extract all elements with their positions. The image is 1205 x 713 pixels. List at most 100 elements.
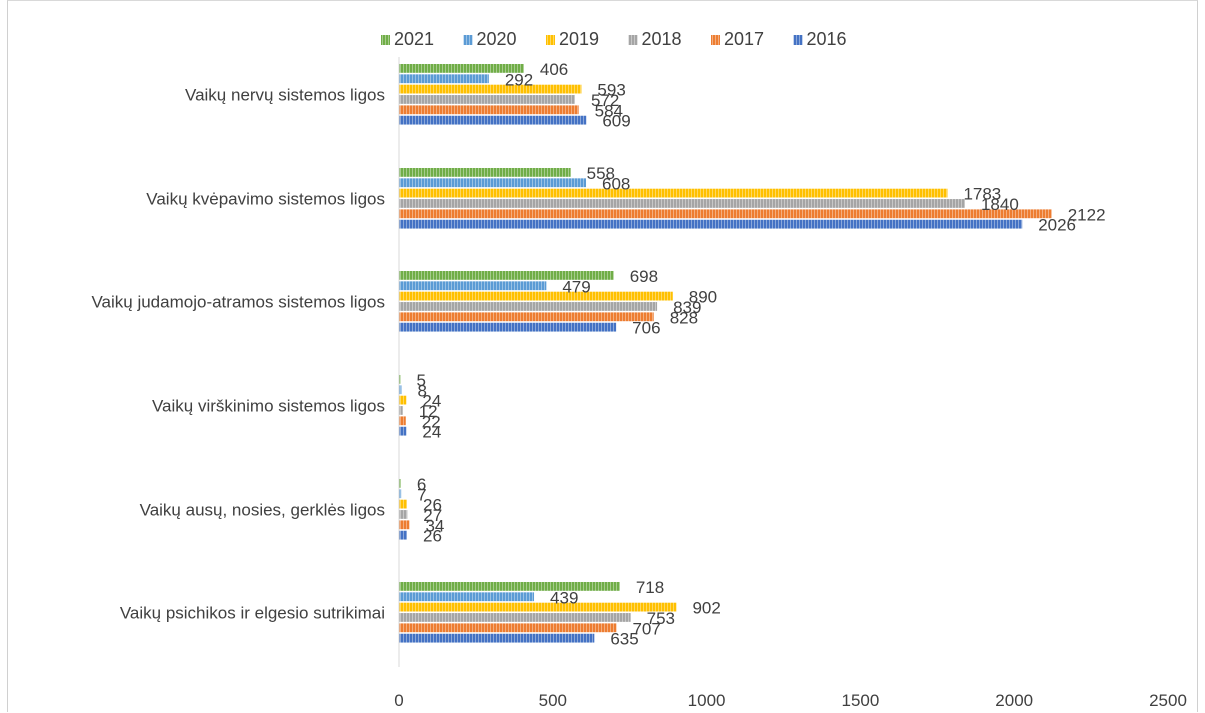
bar-2019-5 (399, 602, 677, 612)
data-label: 2122 (1068, 205, 1106, 224)
bar-2021-0 (399, 64, 524, 73)
bar-2016-3 (399, 426, 407, 436)
bar-2016-4 (399, 530, 407, 540)
bar-2016-1 (399, 219, 1023, 229)
bar-chart: 2021 2020 2019 2018 2017 2016 406 558 698 5 6 718 2… (91, 29, 1187, 710)
bar-2020-1 (399, 178, 587, 188)
category-label: Vaikų psichikos ir elgesio sutrikimai (120, 603, 385, 622)
legend-label: 2017 (724, 29, 764, 49)
data-label: 26 (423, 496, 442, 515)
bar-2018-3 (399, 406, 403, 415)
data-label: 27 (423, 506, 442, 525)
data-label: 22 (422, 412, 441, 431)
category-label: Vaikų judamojo-atramos sistemos ligos (91, 292, 385, 311)
bar-2017-3 (399, 416, 406, 426)
legend-item-2018: 2018 (628, 29, 682, 49)
bar-2016-2 (399, 322, 617, 332)
data-label: 707 (632, 619, 660, 638)
legend-label: 2020 (477, 29, 517, 49)
bar-2019-1 (399, 188, 948, 198)
bar-2018-4 (399, 510, 408, 519)
legend-item-2020: 2020 (463, 29, 517, 49)
data-label: 608 (602, 174, 630, 193)
data-label: 5 (417, 371, 426, 390)
data-label: 890 (689, 288, 717, 307)
data-label: 753 (647, 609, 675, 628)
category-label: Vaikų ausų, nosies, gerklės ligos (140, 500, 385, 519)
data-label: 584 (595, 101, 623, 120)
x-tick-label: 2500 (1149, 691, 1187, 710)
bar-2017-2 (399, 312, 654, 322)
bar-2019-4 (399, 499, 407, 509)
bar-2018-0 (399, 95, 575, 104)
data-label: 839 (673, 298, 701, 317)
data-label: 24 (422, 392, 441, 411)
data-label: 635 (610, 630, 638, 649)
x-tick-label: 2000 (995, 691, 1033, 710)
category-labels-group: Vaikų nervų sistemos ligos Vaikų kvėpavim… (91, 85, 385, 622)
x-tick-label: 1000 (688, 691, 726, 710)
data-label: 7 (417, 485, 426, 504)
data-label: 439 (550, 588, 578, 607)
bar-2018-2 (399, 302, 658, 311)
legend-label: 2016 (807, 29, 847, 49)
bar-2017-0 (399, 105, 579, 115)
bar-2020-0 (399, 74, 489, 84)
data-label: 24 (422, 423, 441, 442)
data-label: 6 (417, 475, 426, 494)
bar-2019-0 (399, 84, 582, 94)
legend-label: 2019 (559, 29, 599, 49)
legend: 2021 2020 2019 2018 2017 2016 (381, 29, 847, 49)
data-label: 902 (692, 599, 720, 618)
x-tick-label: 1500 (841, 691, 879, 710)
bar-2017-5 (399, 623, 617, 633)
data-label: 698 (630, 267, 658, 286)
data-label: 828 (670, 308, 698, 327)
data-labels-group: 406 558 698 5 6 718 292 608 479 8 7 439 593 1783 890 24… (417, 60, 1106, 649)
legend-swatch (463, 35, 473, 45)
bar-2020-5 (399, 592, 535, 602)
legend-item-2019: 2019 (546, 29, 599, 49)
data-label: 34 (425, 516, 444, 535)
bar-2016-5 (399, 633, 595, 643)
data-label: 572 (591, 91, 619, 110)
bar-2019-2 (399, 291, 673, 301)
bar-2019-3 (399, 395, 407, 405)
data-label: 292 (505, 70, 533, 89)
bar-2021-3 (399, 375, 401, 384)
category-label: Vaikų nervų sistemos ligos (185, 85, 385, 104)
legend-swatch (793, 35, 803, 45)
category-label: Vaikų kvėpavimo sistemos ligos (146, 189, 385, 208)
legend-item-2017: 2017 (711, 29, 764, 49)
data-label: 479 (562, 277, 590, 296)
data-label: 406 (540, 60, 568, 79)
bar-2021-1 (399, 168, 571, 177)
data-label: 26 (423, 527, 442, 546)
legend-swatch (628, 35, 638, 45)
data-label: 609 (602, 112, 630, 131)
bar-2017-1 (399, 209, 1052, 219)
bar-2021-5 (399, 582, 620, 591)
legend-swatch (546, 35, 555, 45)
legend-label: 2021 (394, 29, 434, 49)
x-tick-label: 0 (394, 691, 403, 710)
bars-group (399, 64, 1052, 643)
legend-item-2021: 2021 (381, 29, 434, 49)
data-label: 706 (632, 319, 660, 338)
category-label: Vaikų virškinimo sistemos ligos (152, 396, 385, 415)
bar-2018-5 (399, 613, 631, 622)
bar-2020-2 (399, 281, 547, 291)
chart-frame: 2021 2020 2019 2018 2017 2016 406 558 698 5 6 718 2… (7, 0, 1198, 712)
data-label: 8 (417, 381, 426, 400)
bar-2020-3 (399, 385, 402, 395)
legend-item-2016: 2016 (793, 29, 847, 49)
legend-swatch (711, 35, 720, 45)
bar-2017-4 (399, 520, 410, 530)
legend-swatch (381, 35, 390, 45)
data-label: 593 (597, 81, 625, 100)
bar-2021-4 (399, 479, 401, 488)
x-axis: 0 500 1000 1500 2000 2500 (394, 57, 1187, 710)
data-label: 12 (419, 402, 438, 421)
legend-label: 2018 (642, 29, 682, 49)
bar-2016-0 (399, 115, 587, 125)
